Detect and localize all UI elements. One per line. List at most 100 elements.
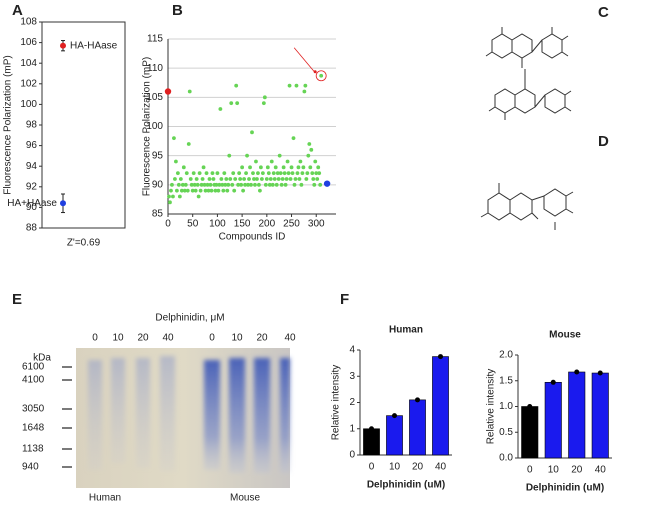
point bbox=[174, 188, 179, 193]
point bbox=[226, 182, 231, 187]
point bbox=[190, 188, 195, 193]
point bbox=[235, 101, 240, 106]
point bbox=[251, 171, 255, 176]
point bbox=[268, 177, 273, 181]
highlight-ring bbox=[315, 70, 327, 82]
x-axis-label: Delphinidin (uM) bbox=[526, 483, 604, 494]
arrow-head bbox=[313, 70, 317, 74]
point bbox=[286, 171, 291, 176]
point bbox=[299, 182, 304, 187]
point bbox=[246, 182, 250, 187]
point bbox=[308, 165, 313, 170]
point bbox=[242, 177, 246, 181]
point bbox=[231, 171, 236, 176]
point bbox=[248, 165, 252, 170]
highlight-arrow bbox=[293, 47, 316, 74]
y-tick-label: 95 bbox=[152, 150, 164, 161]
point bbox=[234, 83, 239, 88]
point bbox=[183, 182, 188, 187]
y-tick-label: 4 bbox=[349, 345, 355, 356]
x-tick-label: 0 bbox=[165, 219, 171, 230]
point bbox=[294, 83, 299, 88]
point bbox=[306, 153, 311, 158]
point bbox=[176, 182, 181, 187]
y-tick-label: 90 bbox=[26, 202, 38, 213]
point bbox=[415, 397, 420, 403]
point bbox=[264, 177, 269, 181]
y-tick-label: 108 bbox=[20, 17, 37, 28]
point bbox=[255, 177, 259, 181]
bar bbox=[521, 406, 539, 459]
point bbox=[240, 165, 245, 170]
panel-label: C bbox=[598, 4, 609, 21]
y-tick-label: 2 bbox=[349, 397, 355, 408]
y-tick-label: 1 bbox=[349, 423, 355, 434]
point bbox=[310, 171, 315, 176]
lane-label: 10 bbox=[112, 333, 124, 344]
point bbox=[178, 177, 183, 181]
point bbox=[227, 153, 232, 158]
point bbox=[317, 171, 322, 176]
bar bbox=[544, 381, 562, 459]
y-axis-label: Relative intensity bbox=[486, 369, 497, 445]
point bbox=[261, 101, 266, 106]
point bbox=[164, 88, 172, 95]
point bbox=[254, 159, 258, 164]
point bbox=[213, 188, 218, 193]
point bbox=[196, 194, 201, 199]
point bbox=[229, 101, 234, 106]
point bbox=[392, 413, 397, 419]
point bbox=[278, 171, 283, 176]
point bbox=[274, 182, 279, 187]
point bbox=[237, 171, 242, 176]
x-axis-label: Compounds ID bbox=[219, 232, 286, 243]
x-tick-label: 100 bbox=[209, 219, 226, 230]
point bbox=[210, 171, 215, 176]
x-tick-label: 40 bbox=[595, 465, 607, 476]
lane-label: 40 bbox=[284, 333, 296, 344]
point bbox=[316, 165, 321, 170]
point bbox=[285, 159, 290, 164]
point bbox=[203, 188, 208, 193]
chart-title: Mouse bbox=[549, 330, 581, 341]
point bbox=[222, 171, 227, 176]
point bbox=[191, 171, 196, 176]
point bbox=[195, 182, 200, 187]
point bbox=[225, 188, 230, 193]
point bbox=[267, 182, 272, 187]
point bbox=[292, 182, 297, 187]
point bbox=[209, 188, 214, 193]
point bbox=[258, 188, 262, 193]
marker-label: 1648 bbox=[22, 423, 45, 434]
y-tick-label: 100 bbox=[20, 99, 37, 110]
point bbox=[60, 42, 66, 49]
point bbox=[60, 200, 66, 207]
point bbox=[233, 177, 238, 181]
point bbox=[252, 177, 256, 181]
point bbox=[205, 182, 210, 187]
x-tick-label: 50 bbox=[187, 219, 199, 230]
point bbox=[272, 177, 277, 181]
panel-label: B bbox=[172, 2, 183, 19]
point bbox=[318, 182, 323, 187]
lane-label: 10 bbox=[231, 333, 243, 344]
point bbox=[309, 147, 314, 152]
point bbox=[219, 177, 224, 181]
point bbox=[206, 188, 211, 193]
marker-label: 3050 bbox=[22, 404, 45, 415]
lane-label: 40 bbox=[162, 333, 174, 344]
point bbox=[218, 107, 223, 111]
point bbox=[223, 182, 228, 187]
point bbox=[315, 177, 320, 181]
y-tick-label: 104 bbox=[20, 58, 37, 69]
point bbox=[289, 165, 294, 170]
point bbox=[311, 177, 316, 181]
point bbox=[224, 177, 229, 181]
point bbox=[313, 159, 318, 164]
point bbox=[220, 182, 225, 187]
point bbox=[236, 182, 241, 187]
point bbox=[269, 159, 274, 164]
point bbox=[293, 177, 298, 181]
point bbox=[438, 354, 443, 360]
